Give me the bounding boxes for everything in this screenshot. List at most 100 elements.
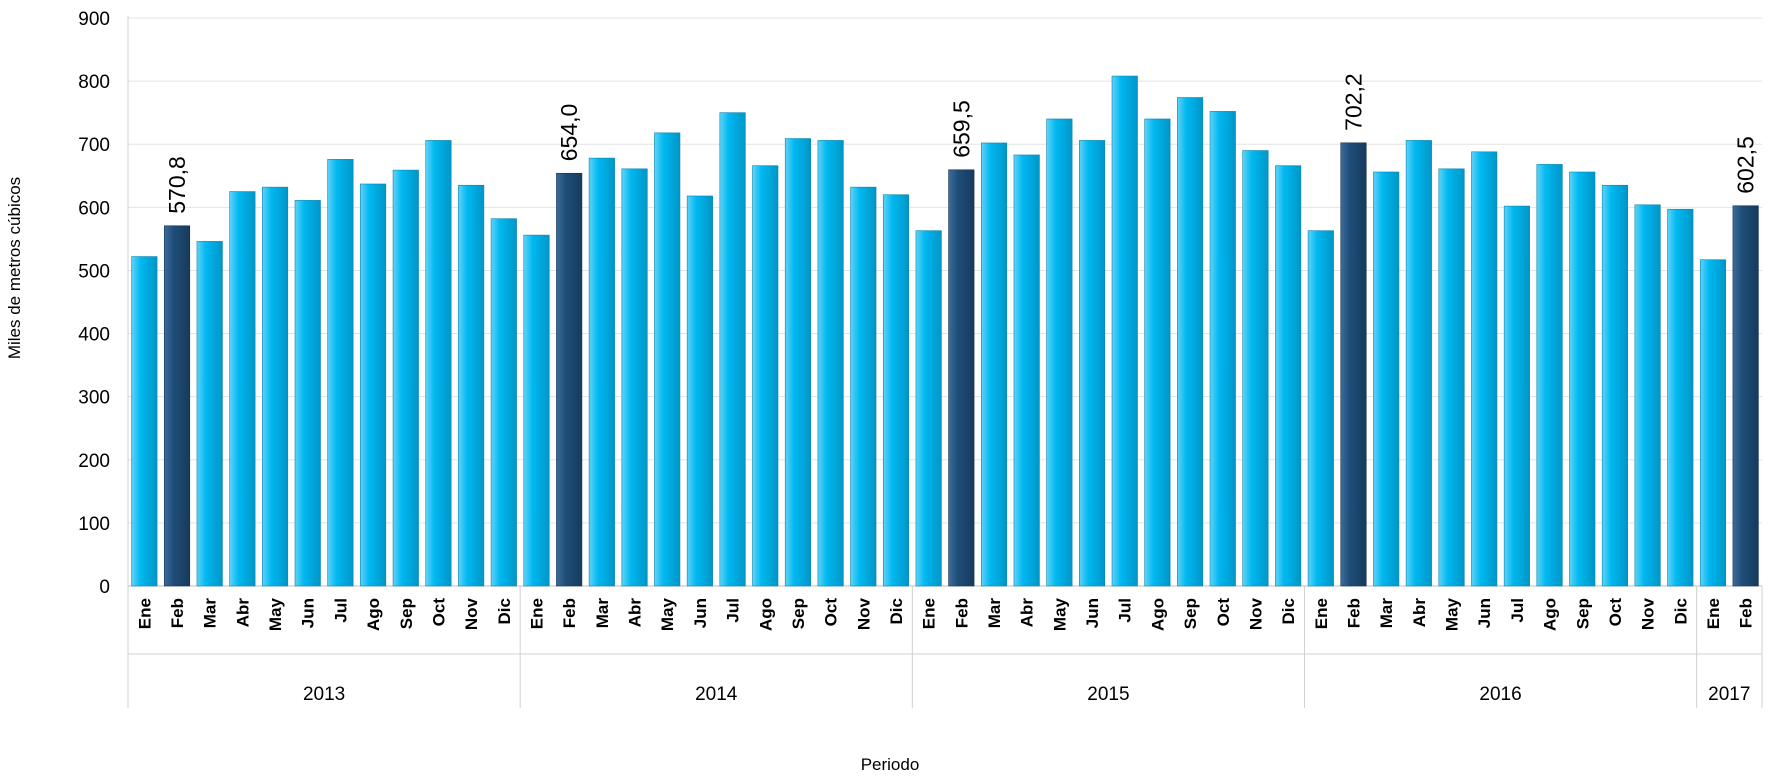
x-tick-label: Ago (756, 598, 775, 631)
bar (1209, 111, 1236, 587)
x-tick-label: Mar (1377, 598, 1396, 629)
x-tick-label: Ene (135, 598, 154, 629)
bar (850, 186, 877, 587)
data-label: 570,8 (164, 156, 190, 214)
bar (131, 256, 158, 587)
x-tick-label: Feb (560, 598, 579, 628)
bar (458, 184, 485, 587)
x-tick-label: Dic (495, 598, 514, 624)
x-tick-label: Ene (920, 598, 939, 629)
bar (1471, 151, 1498, 587)
bar (1503, 205, 1530, 587)
bar (1013, 154, 1040, 587)
x-tick-label: Abr (1018, 598, 1037, 628)
bar (948, 169, 975, 587)
x-tick-label: Feb (952, 598, 971, 628)
x-tick-label: Feb (1737, 598, 1756, 628)
bar (360, 183, 387, 587)
x-tick-label: Jun (1083, 598, 1102, 628)
x-tick-label: Nov (1639, 597, 1658, 630)
x-tick-label: Feb (168, 598, 187, 628)
data-label: 602,5 (1733, 136, 1759, 194)
bar (1699, 259, 1727, 587)
bar (1144, 118, 1171, 587)
x-tick-label: Ene (1312, 598, 1331, 629)
y-axis-title: Miles de metros cúbicos (5, 177, 24, 359)
data-label: 702,2 (1341, 73, 1367, 131)
x-tick-label: Mar (201, 598, 220, 629)
bar (915, 230, 942, 587)
bar (1177, 97, 1204, 587)
bar (686, 195, 713, 587)
bar (1242, 150, 1269, 587)
x-tick-label: Dic (1671, 598, 1690, 624)
bar (1275, 165, 1302, 587)
bar (1732, 205, 1759, 587)
data-labels: 570,8 654,0 659,5 702,2 602,5 (164, 73, 1759, 213)
bar (1340, 142, 1367, 587)
x-tick-label: Mar (985, 598, 1004, 629)
x-tick-label: Dic (887, 598, 906, 624)
bars (131, 75, 1759, 587)
bar (327, 159, 354, 587)
x-tick-label: Ene (528, 598, 547, 629)
x-tick-label: Jul (724, 598, 743, 623)
x-tick-label: Sep (397, 598, 416, 629)
x-tick-label: Feb (1345, 598, 1364, 628)
year-label: 2014 (695, 684, 738, 705)
x-tick-label: Jun (299, 598, 318, 628)
x-tick-label: Abr (1410, 598, 1429, 628)
x-tick-label: Sep (1181, 598, 1200, 629)
x-tick-label: Nov (854, 597, 873, 630)
bar (196, 241, 223, 587)
bar (262, 186, 289, 587)
bar (1405, 140, 1432, 587)
x-tick-label: Oct (822, 598, 841, 627)
x-tick-label: Ago (1541, 598, 1560, 631)
year-label: 2016 (1479, 684, 1521, 705)
y-tick-label: 500 (78, 261, 110, 282)
y-tick-label: 700 (78, 135, 110, 156)
bar (1046, 118, 1073, 587)
x-tick-label: Oct (1606, 598, 1625, 627)
bar (1601, 184, 1628, 587)
bar (425, 140, 452, 587)
x-tick-label: Dic (1279, 598, 1298, 624)
x-tick-label: May (266, 597, 285, 631)
x-tick-label: Mar (593, 598, 612, 629)
bar (1373, 171, 1400, 587)
bar (1438, 168, 1465, 587)
x-tick-label: Oct (1214, 598, 1233, 627)
bar (163, 225, 191, 587)
x-tick-label: Ago (364, 598, 383, 631)
y-tick-label: 300 (78, 388, 110, 409)
x-tick-label: Ago (1148, 598, 1167, 631)
bar (1307, 230, 1334, 587)
bar (1569, 171, 1596, 587)
bar (523, 234, 550, 587)
bar (490, 218, 517, 587)
bar (294, 200, 321, 587)
y-tick-label: 0 (99, 577, 110, 598)
y-tick-label: 200 (78, 451, 110, 472)
x-tick-label: Jul (1508, 598, 1527, 623)
x-tick-label: May (1443, 597, 1462, 631)
y-tick-label: 900 (78, 9, 110, 30)
x-tick-label: May (1050, 597, 1069, 631)
x-axis-categories: Ene Feb Mar Abr May Jun Jul Ago Sep Oct Nov Dic 2013… (135, 586, 1763, 708)
bar (817, 140, 844, 587)
bar (1536, 164, 1563, 587)
bar (1079, 140, 1106, 587)
bar (392, 169, 419, 587)
x-tick-label: Abr (233, 598, 252, 628)
bar (980, 142, 1008, 587)
x-tick-label: Nov (462, 597, 481, 630)
year-label: 2015 (1087, 684, 1129, 705)
x-tick-label: Ene (1704, 598, 1723, 629)
x-tick-label: Jun (691, 598, 710, 628)
bar (588, 157, 615, 587)
bar (784, 138, 811, 587)
x-tick-label: May (658, 597, 677, 631)
bar (1111, 75, 1138, 587)
x-tick-label: Jul (1116, 598, 1135, 623)
